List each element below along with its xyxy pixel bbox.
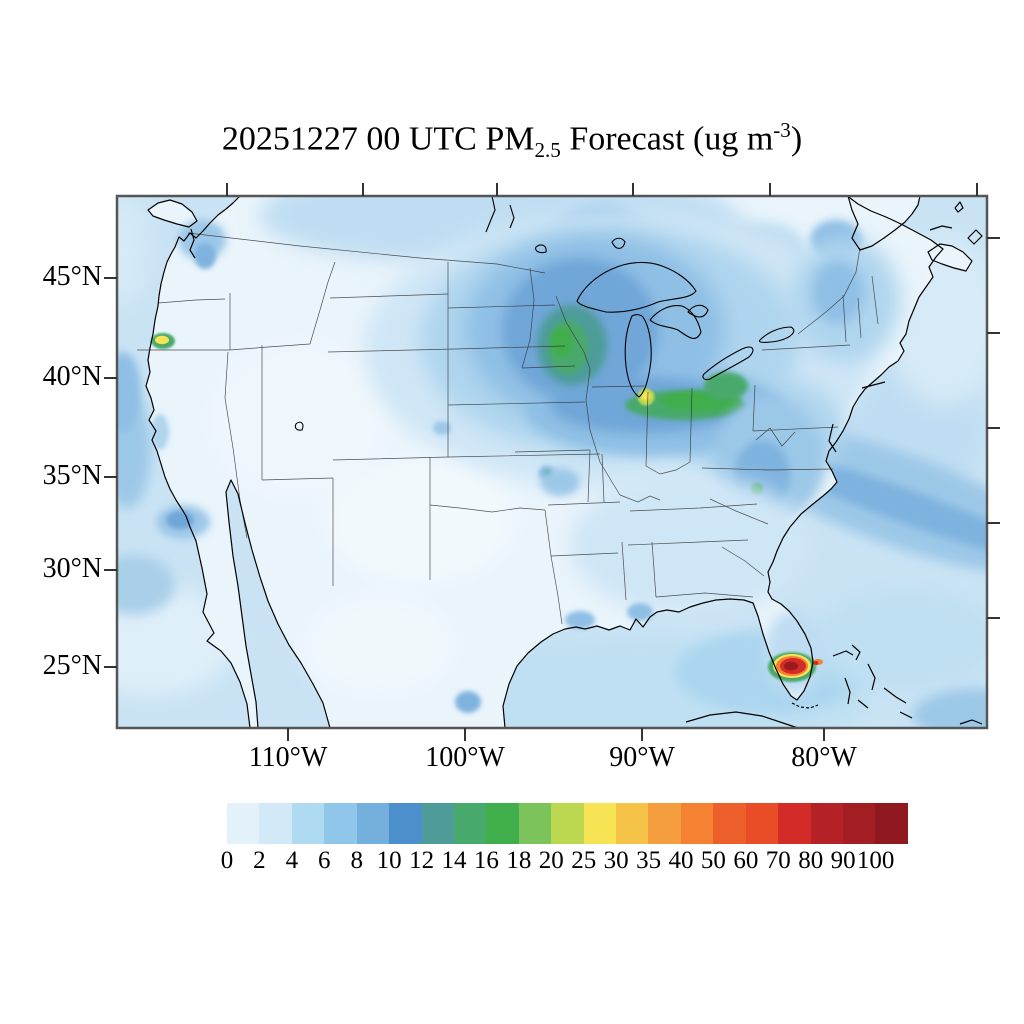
colorbar-segment bbox=[551, 803, 584, 844]
coastlines bbox=[145, 196, 983, 728]
colorbar-tick-label: 20 bbox=[538, 847, 564, 874]
lat-tick-label: 45°N bbox=[42, 260, 102, 292]
title-superscript: -3 bbox=[773, 118, 791, 142]
colorbar-segment bbox=[583, 803, 617, 844]
colorbar-tick-label: 0 bbox=[220, 847, 234, 874]
colorbar-tick-labels: 0 2 4 6 8 10 12 14 16 18 20 25 30 35 40 50 60 70 80 90 100 bbox=[221, 847, 908, 877]
great-lakes bbox=[294, 196, 795, 431]
map-frame bbox=[115, 194, 989, 730]
colorbar-tick-label: 4 bbox=[285, 847, 299, 874]
colorbar-tick-label: 14 bbox=[441, 847, 467, 874]
colorbar-segment bbox=[291, 803, 325, 844]
state-borders bbox=[137, 232, 879, 625]
figure-title: 20251227 00 UTC PM2.5 Forecast (ug m-3) bbox=[221, 118, 803, 163]
colorbar-segment bbox=[324, 803, 357, 844]
colorbar-segment bbox=[356, 803, 390, 844]
colorbar-tick-label: 50 bbox=[700, 847, 726, 874]
lon-tick-label: 110°W bbox=[248, 742, 328, 773]
colorbar-tick-label: 10 bbox=[376, 847, 402, 874]
colorbar-tick-label: 35 bbox=[636, 847, 662, 874]
lat-tick-label: 40°N bbox=[42, 360, 102, 392]
oregon-hotspot bbox=[151, 333, 175, 349]
colorbar-tick-label: 6 bbox=[318, 847, 331, 874]
colorbar-segment bbox=[680, 803, 714, 844]
colorbar-tick-label: 100 bbox=[856, 847, 895, 874]
lat-tick-label: 25°N bbox=[42, 649, 102, 681]
colorbar-segment bbox=[389, 803, 422, 844]
colorbar-segment bbox=[486, 803, 519, 844]
colorbar-tick-label: 8 bbox=[350, 847, 363, 874]
lat-tick-label: 35°N bbox=[42, 459, 102, 491]
nova-scotia bbox=[928, 244, 972, 271]
colorbar-tick-label: 25 bbox=[571, 847, 597, 874]
lon-tick-label: 100°W bbox=[425, 742, 505, 773]
colorbar-segment bbox=[616, 803, 649, 844]
colorbar-segment bbox=[713, 803, 746, 844]
colorbar-tick-label: 80 bbox=[798, 847, 824, 874]
colorbar-segment bbox=[778, 803, 811, 844]
colorbar-segment bbox=[518, 803, 552, 844]
colorbar-segment bbox=[259, 803, 292, 844]
colorbar-segment bbox=[227, 803, 260, 844]
bahamas-cuba-islands bbox=[685, 644, 983, 728]
colorbar-segment bbox=[843, 803, 876, 844]
colorbar-cells bbox=[227, 803, 908, 844]
colorbar-segment bbox=[875, 803, 908, 844]
colorbar-tick-label: 40 bbox=[668, 847, 694, 874]
colorbar-tick-label: 2 bbox=[253, 847, 266, 874]
colorbar-segment bbox=[745, 803, 779, 844]
colorbar-tick-label: 70 bbox=[765, 847, 791, 874]
colorbar-segment bbox=[648, 803, 681, 844]
colorbar-segment bbox=[453, 803, 487, 844]
lon-tick-label: 90°W bbox=[609, 742, 675, 773]
florida-hotspot bbox=[765, 610, 825, 694]
colorbar-tick-label: 30 bbox=[603, 847, 629, 874]
colorbar-tick-label: 16 bbox=[473, 847, 499, 874]
colorbar-tick-label: 12 bbox=[409, 847, 435, 874]
title-subscript: 2.5 bbox=[534, 138, 561, 163]
lon-tick-label: 80°W bbox=[791, 742, 857, 773]
colorbar-tick-label: 90 bbox=[830, 847, 856, 874]
lat-tick-label: 30°N bbox=[42, 552, 102, 584]
gaspe-peninsula bbox=[848, 196, 920, 250]
colorbar-segment bbox=[421, 803, 454, 844]
colorbar-tick-label: 18 bbox=[506, 847, 532, 874]
axis-ticks bbox=[104, 183, 1000, 741]
colorbar-tick-label: 60 bbox=[733, 847, 759, 874]
colorbar-segment bbox=[810, 803, 844, 844]
